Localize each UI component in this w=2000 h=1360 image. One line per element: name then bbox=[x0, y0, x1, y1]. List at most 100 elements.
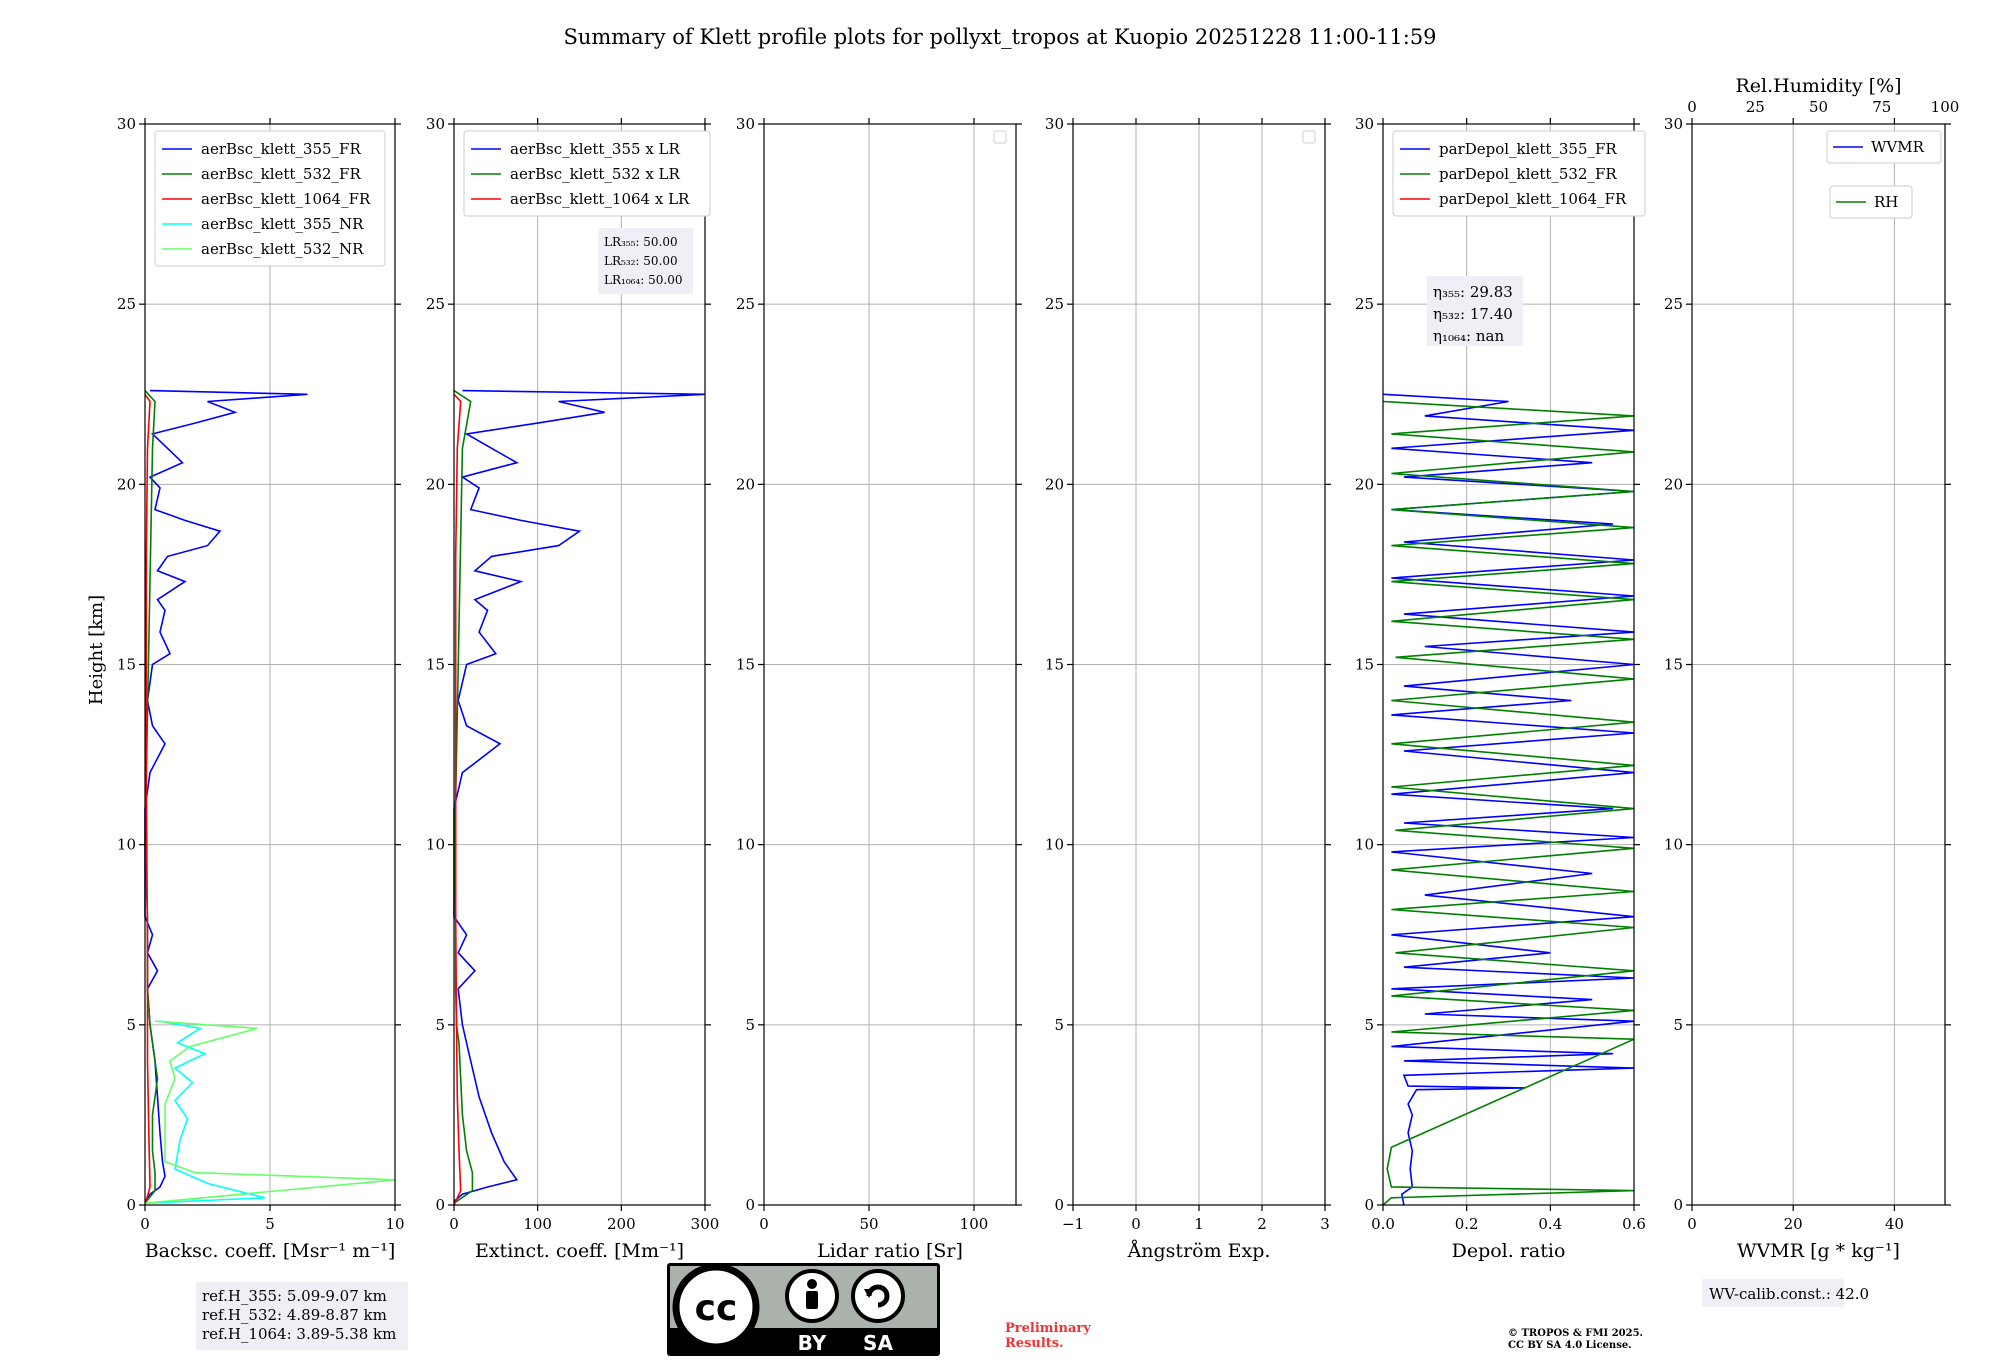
series-pardepol-klett-355-fr bbox=[1382, 393, 1635, 1206]
y-tick-label: 20 bbox=[1355, 475, 1374, 493]
y-tick-label: 25 bbox=[426, 295, 445, 313]
profile-panel-3: 0 5 10 15 20 25 30 0 50 100 Lidar ratio [Sr] bbox=[736, 115, 1022, 1262]
sa-share-icon bbox=[851, 1269, 905, 1323]
y-tick-label: 20 bbox=[426, 475, 445, 493]
cc-by-sa-badge[interactable]: cc BY SA bbox=[667, 1263, 940, 1356]
series-aerbsc-klett-1064-x-lr bbox=[453, 393, 462, 1206]
ref-height-box: ref.H_355: 5.09-9.07 km ref.H_532: 4.89-… bbox=[196, 1282, 408, 1350]
legend-rh: RH bbox=[1829, 185, 1913, 219]
series-pardepol-klett-532-fr bbox=[1382, 400, 1635, 1206]
x-tick-label: 1 bbox=[1194, 1215, 1204, 1233]
depol-eta-text: η₁₀₆₄: nan bbox=[1433, 327, 1504, 345]
figure-title: Summary of Klett profile plots for polly… bbox=[563, 25, 1436, 49]
legend-box bbox=[463, 130, 711, 217]
ref-height-1064: ref.H_1064: 3.89-5.38 km bbox=[202, 1325, 396, 1343]
y-tick-label: 30 bbox=[1664, 115, 1683, 133]
x-tick-label: 300 bbox=[691, 1215, 720, 1233]
y-tick-label: 0 bbox=[1364, 1196, 1374, 1214]
x-axis-label: Lidar ratio [Sr] bbox=[817, 1240, 963, 1262]
y-tick-label: 10 bbox=[736, 836, 755, 854]
empty-legend-box bbox=[993, 130, 1007, 144]
y-tick-label: 5 bbox=[435, 1016, 445, 1034]
x-axis-label: Depol. ratio bbox=[1452, 1240, 1566, 1262]
y-tick-label: 15 bbox=[1045, 656, 1064, 674]
ref-height-532: ref.H_532: 4.89-8.87 km bbox=[202, 1306, 387, 1324]
info-box-bg bbox=[598, 228, 693, 294]
lidar-ratio-box: LR₃₅₅: 50.00 LR₅₃₂: 50.00 LR₁₀₆₄: 50.00 bbox=[598, 228, 693, 294]
x-axis-label: WVMR [g * kg⁻¹] bbox=[1737, 1240, 1900, 1262]
profile-panel-1: 0 5 10 15 20 25 30 0 5 10 Backsc. coeff. [Msr⁻¹ m⁻… bbox=[117, 115, 405, 1262]
lidar-ratio-text: LR₅₃₂: 50.00 bbox=[604, 254, 678, 268]
x-tick-label: 20 bbox=[1784, 1215, 1803, 1233]
legend-label: aerBsc_klett_1064_FR bbox=[201, 190, 371, 208]
series-aerbsc-klett-355-x-lr bbox=[453, 389, 706, 1203]
legend-label: WVMR bbox=[1871, 138, 1925, 156]
y-tick-label: 20 bbox=[736, 475, 755, 493]
x-tick-label: 0.6 bbox=[1622, 1215, 1646, 1233]
top-x-tick-label: 25 bbox=[1746, 98, 1765, 116]
top-x-tick-label: 100 bbox=[1931, 98, 1960, 116]
y-tick-label: 20 bbox=[117, 475, 136, 493]
legend-label: parDepol_klett_355_FR bbox=[1439, 140, 1617, 158]
x-axis-label: Backsc. coeff. [Msr⁻¹ m⁻¹] bbox=[145, 1240, 396, 1262]
y-tick-label: 5 bbox=[1054, 1016, 1064, 1034]
y-tick-label: 25 bbox=[1045, 295, 1064, 313]
x-tick-label: 40 bbox=[1885, 1215, 1904, 1233]
y-tick-label: 5 bbox=[745, 1016, 755, 1034]
y-tick-label: 15 bbox=[1355, 656, 1374, 674]
legend-box bbox=[1392, 130, 1646, 217]
legend: aerBsc_klett_355 x LR aerBsc_klett_532 x … bbox=[463, 130, 711, 217]
series-aerbsc-klett-532-nr bbox=[144, 1020, 396, 1204]
legend-box bbox=[1826, 130, 1942, 164]
x-tick-label: 3 bbox=[1320, 1215, 1330, 1233]
depol-eta-text: η₅₃₂: 17.40 bbox=[1433, 305, 1513, 323]
y-tick-label: 15 bbox=[1664, 656, 1683, 674]
lidar-ratio-text: LR₁₀₆₄: 50.00 bbox=[604, 273, 682, 287]
x-tick-label: 100 bbox=[523, 1215, 552, 1233]
ref-height-355: ref.H_355: 5.09-9.07 km bbox=[202, 1287, 387, 1305]
x-tick-label: −1 bbox=[1062, 1215, 1084, 1233]
top-x-tick-label: 50 bbox=[1809, 98, 1828, 116]
wv-calib-box: WV-calib.const.: 42.0 bbox=[1702, 1279, 1869, 1307]
height-axis-label: Height [km] bbox=[86, 595, 107, 705]
x-tick-label: 100 bbox=[960, 1215, 989, 1233]
preliminary-note-line2: Results. bbox=[1005, 1336, 1064, 1351]
series-aerbsc-klett-355-fr bbox=[144, 389, 308, 1202]
y-tick-label: 25 bbox=[1355, 295, 1374, 313]
y-tick-label: 30 bbox=[117, 115, 136, 133]
y-tick-label: 30 bbox=[426, 115, 445, 133]
empty-legend-box bbox=[1302, 130, 1316, 144]
x-tick-label: 0.0 bbox=[1371, 1215, 1395, 1233]
y-tick-label: 30 bbox=[1045, 115, 1064, 133]
x-tick-label: 0.4 bbox=[1538, 1215, 1562, 1233]
x-axis-label: Ångström Exp. bbox=[1127, 1240, 1271, 1262]
legend-label: aerBsc_klett_532_NR bbox=[201, 240, 364, 258]
x-tick-label: 0 bbox=[449, 1215, 459, 1233]
y-tick-label: 20 bbox=[1664, 475, 1683, 493]
y-tick-label: 25 bbox=[1664, 295, 1683, 313]
top-x-axis-label: Rel.Humidity [%] bbox=[1735, 75, 1901, 97]
x-tick-label: 0 bbox=[1687, 1215, 1697, 1233]
y-tick-label: 10 bbox=[426, 836, 445, 854]
x-tick-label: 200 bbox=[607, 1215, 636, 1233]
depol-eta-text: η₃₅₅: 29.83 bbox=[1433, 283, 1513, 301]
y-tick-label: 5 bbox=[126, 1016, 136, 1034]
series-aerbsc-klett-355-nr bbox=[144, 1020, 266, 1204]
y-tick-label: 30 bbox=[1355, 115, 1374, 133]
series-aerbsc-klett-1064-fr bbox=[144, 393, 151, 1206]
legend-label: aerBsc_klett_355 x LR bbox=[510, 140, 681, 158]
copyright-line2: CC BY SA 4.0 License. bbox=[1508, 1340, 1632, 1351]
y-tick-label: 25 bbox=[736, 295, 755, 313]
lidar-ratio-text: LR₃₅₅: 50.00 bbox=[604, 235, 678, 249]
x-tick-label: 2 bbox=[1257, 1215, 1267, 1233]
y-tick-label: 10 bbox=[117, 836, 136, 854]
y-tick-label: 0 bbox=[126, 1196, 136, 1214]
legend-label: aerBsc_klett_355_NR bbox=[201, 215, 364, 233]
y-tick-label: 15 bbox=[736, 656, 755, 674]
y-tick-label: 15 bbox=[426, 656, 445, 674]
series-aerbsc-klett-532-fr bbox=[144, 390, 159, 1204]
series-aerbsc-klett-532-x-lr bbox=[453, 389, 474, 1204]
